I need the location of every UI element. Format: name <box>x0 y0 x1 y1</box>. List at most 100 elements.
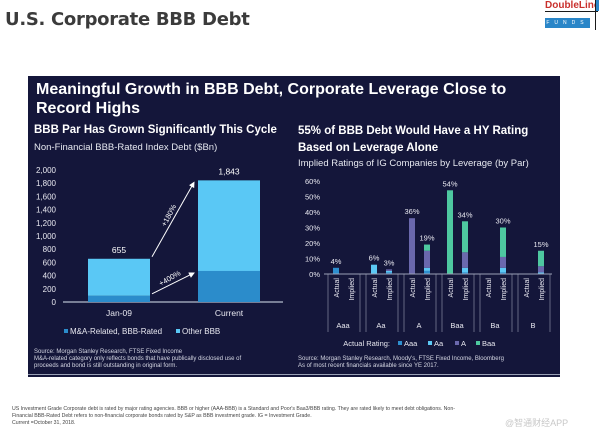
right-chart-title-line2: Based on Leverage Alone <box>298 142 439 154</box>
logo-vertical-rule <box>595 0 596 30</box>
bar-m-a-related-bbb-rated-current <box>198 270 260 302</box>
bar-m-a-related-bbb-rated-jan-09 <box>88 295 150 302</box>
sub-category-label: Implied <box>539 278 546 301</box>
footnote-line: Current =October 31, 2018. <box>12 420 76 427</box>
left-source-line: M&A-related category only reflects bonds… <box>34 356 242 362</box>
y-tick-label: 1,600 <box>36 192 57 201</box>
sub-category-label: Actual <box>448 278 455 298</box>
legend-label: Other BBB <box>182 327 220 336</box>
bar-other-bbb-current <box>198 180 260 271</box>
slide-panel: Meaningful Growth in BBB Debt, Corporate… <box>28 76 560 377</box>
right-source-line: Source: Morgan Stanley Research, Moody's… <box>298 356 504 362</box>
growth-arrow-ma <box>151 272 195 295</box>
data-label: 4% <box>331 257 342 266</box>
bar-ba-implied-a <box>500 256 506 268</box>
right-source: Source: Morgan Stanley Research, Moody's… <box>298 356 504 370</box>
bar-aaa-actual-aaa <box>333 267 339 274</box>
bar-b-implied-baa <box>538 250 544 267</box>
sub-category-label: Implied <box>387 278 394 301</box>
bar-baa-implied-a <box>462 252 468 268</box>
bar-ba-implied-aa <box>500 267 506 273</box>
legend-swatch <box>476 341 480 345</box>
y-tick-label: 2,000 <box>36 166 57 175</box>
total-label: 1,843 <box>218 166 240 176</box>
sub-category-label: Actual <box>334 278 341 298</box>
x-tick-label: Current <box>215 308 244 318</box>
growth-arrow-total <box>151 181 195 258</box>
y-tick-label: 800 <box>43 245 57 254</box>
sub-category-label: Actual <box>372 278 379 298</box>
bar-aa-implied-aaa <box>386 272 392 274</box>
y-tick-label: 1,800 <box>36 179 57 188</box>
logo-square <box>596 0 599 11</box>
group-label: B <box>530 321 535 330</box>
bar-other-bbb-jan-09 <box>88 258 150 296</box>
y-tick-label: 60% <box>305 177 320 186</box>
bar-ba-implied-baa <box>500 227 506 257</box>
sub-category-label: Actual <box>486 278 493 298</box>
logo-text-top: DoubleLine <box>545 0 600 11</box>
group-label: Aa <box>376 321 386 330</box>
logo-rule <box>545 11 598 12</box>
legend-label: A <box>461 339 466 348</box>
sub-category-label: Implied <box>425 278 432 301</box>
legend-title: Actual Rating: <box>343 339 390 348</box>
group-label: Baa <box>450 321 464 330</box>
left-source-line: Source: Morgan Stanley Research, FTSE Fi… <box>34 349 183 355</box>
bar-b-implied-a <box>538 266 544 273</box>
data-label: 54% <box>442 179 457 188</box>
legend-label: M&A-Related, BBB-Rated <box>70 327 162 336</box>
data-label: 15% <box>533 240 548 249</box>
legend-label: Aaa <box>404 339 418 348</box>
y-tick-label: 1,000 <box>36 232 57 241</box>
data-label: 19% <box>419 234 434 243</box>
bar-a-implied-baa <box>424 244 430 251</box>
y-tick-label: 10% <box>305 255 320 264</box>
bar-a-implied-a <box>424 250 430 268</box>
bar-aa-actual-aa <box>371 264 377 274</box>
bar-baa-implied-baa <box>462 221 468 253</box>
total-label: 655 <box>112 245 126 255</box>
y-tick-label: 1,200 <box>36 219 57 228</box>
y-tick-label: 20% <box>305 239 320 248</box>
right-chart-title-line1: 55% of BBB Debt Would Have a HY Rating <box>298 125 529 137</box>
y-tick-label: 200 <box>43 285 57 294</box>
bar-baa-actual-baa <box>447 190 453 274</box>
footnote-line: Financial BBB-Rated Debt refers to non-f… <box>12 413 312 420</box>
data-label: 30% <box>495 217 510 226</box>
left-source-line: proceeds and bond is still outstanding i… <box>34 363 178 369</box>
bar-a-implied-aaa <box>424 270 430 274</box>
data-label: 3% <box>384 258 395 267</box>
bar-aa-implied-a <box>386 269 392 271</box>
y-tick-label: 0% <box>309 270 320 279</box>
sub-category-label: Actual <box>410 278 417 298</box>
legend-swatch <box>64 329 68 333</box>
right-chart: 0% 10% 20% 30% 40% 50% 60% 4% Actual Implied Aaa 6… <box>305 177 552 348</box>
y-tick-label: 30% <box>305 224 320 233</box>
right-chart-caption: Implied Ratings of IG Companies by Lever… <box>298 158 529 169</box>
sub-category-label: Implied <box>463 278 470 301</box>
legend-label: Baa <box>482 339 496 348</box>
group-label: A <box>416 321 421 330</box>
sub-category-label: Actual <box>524 278 531 298</box>
legend-swatch <box>455 341 459 345</box>
legend-label: Aa <box>434 339 444 348</box>
y-tick-label: 600 <box>43 258 57 267</box>
group-label: Aaa <box>336 321 350 330</box>
y-tick-label: 40% <box>305 208 320 217</box>
legend-swatch <box>398 341 402 345</box>
bar-a-actual-a <box>409 218 415 274</box>
sub-category-label: Implied <box>349 278 356 301</box>
left-chart: 0 200 400 600 800 1,000 1,200 1,400 1,600 1,800 2,… <box>36 166 283 336</box>
watermark: @智通财经APP <box>505 418 569 428</box>
doubleline-logo: DoubleLine FUNDS <box>545 0 600 30</box>
panel-divider <box>28 374 560 375</box>
footnote: US Investment Grade Corporate debt is ra… <box>12 406 532 428</box>
sub-category-label: Implied <box>501 278 508 301</box>
y-tick-label: 50% <box>305 193 320 202</box>
right-source-line: As of most recent financials available s… <box>298 363 439 369</box>
y-tick-label: 400 <box>43 272 57 281</box>
left-chart-title: BBB Par Has Grown Significantly This Cyc… <box>34 124 277 136</box>
data-label: 6% <box>369 254 380 263</box>
bar-aa-implied-aa <box>386 270 392 273</box>
